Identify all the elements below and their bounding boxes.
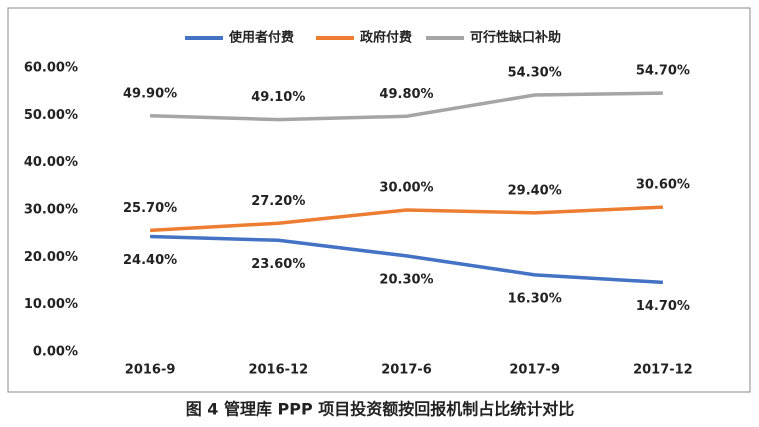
data-label: 49.90%	[123, 86, 177, 101]
y-tick-label: 40.00%	[24, 155, 78, 170]
data-label: 25.70%	[123, 201, 177, 216]
data-label: 49.10%	[251, 90, 305, 105]
series-line	[150, 234, 664, 285]
y-tick-label: 30.00%	[24, 203, 78, 218]
series-line	[150, 91, 663, 122]
x-tick-label: 2016-9	[125, 363, 176, 378]
data-label: 54.30%	[508, 65, 562, 80]
y-tick-label: 50.00%	[24, 108, 78, 123]
data-label: 24.40%	[123, 253, 177, 268]
chart-frame	[7, 7, 751, 393]
x-tick-label: 2016-12	[248, 363, 308, 378]
chart-caption: 图 4 管理库 PPP 项目投资额按回报机制占比统计对比	[186, 400, 575, 419]
data-label: 30.60%	[636, 178, 690, 193]
legend-label: 政府付费	[360, 30, 412, 46]
x-tick-label: 2017-12	[633, 363, 693, 378]
x-tick-label: 2017-6	[381, 363, 432, 378]
x-tick-label: 2017-9	[509, 363, 560, 378]
data-label: 29.40%	[508, 183, 562, 198]
data-label: 54.70%	[636, 64, 690, 79]
data-label: 49.80%	[379, 87, 433, 102]
data-label: 16.30%	[508, 291, 562, 306]
data-label: 20.30%	[379, 272, 433, 287]
y-tick-label: 60.00%	[24, 61, 78, 76]
data-label: 23.60%	[251, 257, 305, 272]
series-line	[150, 205, 663, 233]
legend-label: 使用者付费	[228, 30, 294, 46]
data-label: 30.00%	[379, 181, 433, 196]
y-tick-label: 0.00%	[33, 345, 78, 360]
y-tick-label: 10.00%	[24, 297, 78, 312]
data-label: 14.70%	[636, 299, 690, 314]
y-tick-label: 20.00%	[24, 250, 78, 265]
data-label: 27.20%	[251, 194, 305, 209]
legend-label: 可行性缺口补助	[470, 30, 561, 46]
